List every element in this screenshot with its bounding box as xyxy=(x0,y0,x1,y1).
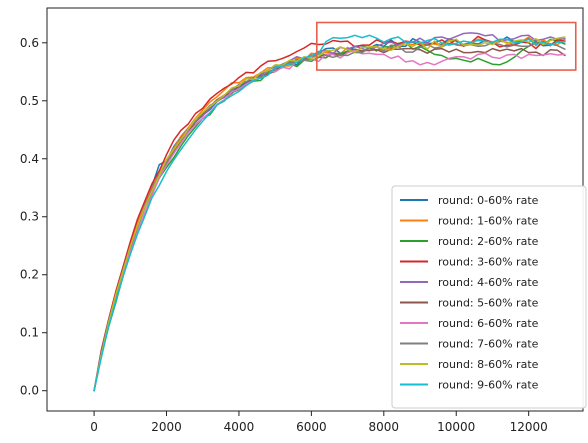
series-line-9 xyxy=(93,34,566,392)
legend: round: 0-60% rate round: 1-60% rate round:… xyxy=(391,185,587,409)
legend-label: round: 5-60% rate xyxy=(438,297,539,310)
x-axis: 0 2000 4000 6000 8000 10000 12000 xyxy=(90,411,548,434)
legend-label: round: 1-60% rate xyxy=(438,215,539,228)
y-axis: 0.0 0.1 0.2 0.3 0.4 0.5 0.6 xyxy=(20,36,47,398)
y-tick-label: 0.5 xyxy=(20,94,39,108)
y-tick-label: 0.2 xyxy=(20,268,39,282)
y-tick-label: 0.6 xyxy=(20,36,39,50)
x-tick-label: 6000 xyxy=(296,420,327,434)
series-lines xyxy=(93,32,566,392)
legend-label: round: 0-60% rate xyxy=(438,194,539,207)
series-line-6 xyxy=(93,49,566,392)
x-tick-label: 4000 xyxy=(224,420,255,434)
legend-label: round: 3-60% rate xyxy=(438,256,539,269)
x-tick-label: 8000 xyxy=(369,420,400,434)
x-tick-label: 12000 xyxy=(510,420,548,434)
legend-label: round: 6-60% rate xyxy=(438,317,539,330)
y-tick-label: 0.0 xyxy=(20,384,39,398)
legend-label: round: 4-60% rate xyxy=(438,276,539,289)
y-tick-label: 0.1 xyxy=(20,326,39,340)
legend-label: round: 2-60% rate xyxy=(438,235,539,248)
y-tick-label: 0.3 xyxy=(20,210,39,224)
series-line-2 xyxy=(93,38,566,392)
legend-label: round: 7-60% rate xyxy=(438,338,539,351)
series-line-3 xyxy=(93,35,566,392)
x-tick-label: 10000 xyxy=(437,420,475,434)
legend-label: round: 8-60% rate xyxy=(438,358,539,371)
legend-box xyxy=(391,185,587,409)
highlight-box xyxy=(316,21,577,71)
series-line-8 xyxy=(93,36,566,392)
x-tick-label: 2000 xyxy=(151,420,182,434)
x-tick-label: 0 xyxy=(90,420,98,434)
legend-label: round: 9-60% rate xyxy=(438,379,539,392)
y-tick-label: 0.4 xyxy=(20,152,39,166)
